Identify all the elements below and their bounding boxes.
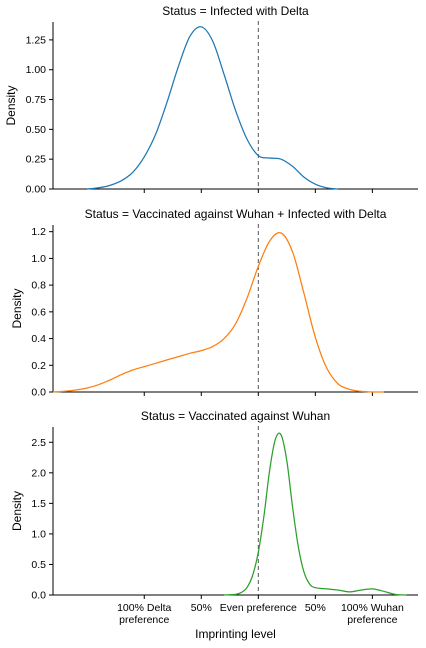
y-tick-label: 1.25: [26, 34, 47, 46]
y-tick-label: 1.2: [31, 226, 46, 238]
y-tick-label: 0.0: [31, 387, 46, 399]
y-tick-label: 1.00: [26, 64, 47, 76]
y-axis-label: Density: [10, 288, 24, 328]
y-tick-label: 1.5: [31, 498, 46, 510]
y-tick-label: 1.0: [31, 253, 46, 265]
panel-1: Status = Infected with Delta 0.00 0.25 0.50…: [4, 4, 418, 196]
x-axis-label: Imprinting level: [195, 627, 276, 641]
density-curve: [87, 26, 339, 190]
y-tick-label: 0.75: [26, 94, 47, 106]
density-curve: [52, 231, 384, 393]
panel-3: Status = Vaccinated against Wuhan 0.0 0.5 1…: [10, 409, 418, 602]
y-axis-label: Density: [4, 85, 18, 125]
panel-2: Status = Vaccinated against Wuhan + Infe…: [10, 207, 418, 399]
density-curve: [224, 432, 407, 596]
x-tick-label: preference: [347, 614, 397, 626]
x-tick-label: Even preference: [220, 602, 297, 614]
y-tick-label: 2.0: [31, 467, 46, 479]
panel-title: Status = Vaccinated against Wuhan: [141, 409, 330, 423]
y-tick-label: 0.5: [31, 559, 46, 571]
x-tick-label: 50%: [305, 602, 326, 614]
y-tick-label: 0.8: [31, 280, 46, 292]
y-tick-label: 0.2: [31, 360, 46, 372]
y-tick-label: 1.0: [31, 528, 46, 540]
x-tick-label: preference: [119, 614, 169, 626]
y-tick-label: 2.5: [31, 437, 46, 449]
y-tick-label: 0.6: [31, 306, 46, 318]
x-tick-label: 100% Delta: [117, 602, 171, 614]
panel-title: Status = Vaccinated against Wuhan + Infe…: [85, 207, 387, 221]
y-tick-label: 0.50: [26, 124, 47, 136]
y-tick-label: 0.25: [26, 154, 47, 166]
y-axis-label: Density: [10, 491, 24, 531]
y-tick-label: 0.0: [31, 590, 46, 602]
y-tick-label: 0.4: [31, 333, 46, 345]
y-tick-label: 0.00: [26, 184, 47, 196]
x-tick-label: 50%: [191, 602, 212, 614]
panel-title: Status = Infected with Delta: [162, 4, 309, 18]
x-tick-label: 100% Wuhan: [341, 602, 404, 614]
